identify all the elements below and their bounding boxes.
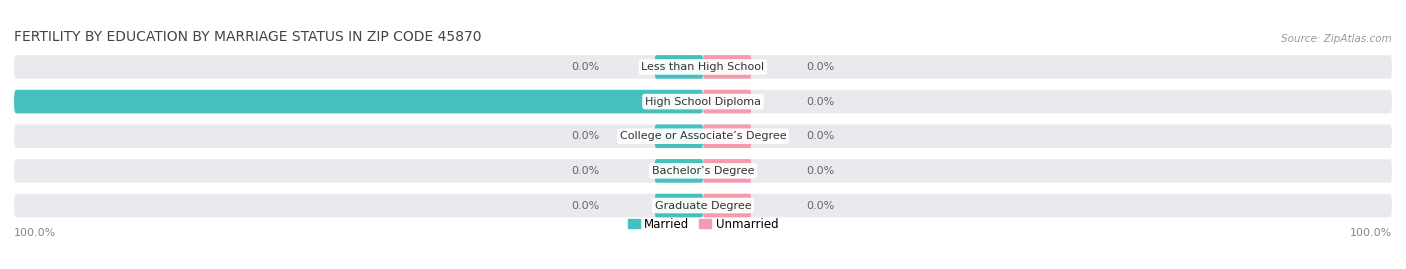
Text: 0.0%: 0.0% xyxy=(571,200,599,211)
Text: 100.0%: 100.0% xyxy=(14,228,56,238)
FancyBboxPatch shape xyxy=(14,194,1392,217)
FancyBboxPatch shape xyxy=(14,159,1392,183)
FancyBboxPatch shape xyxy=(703,90,751,113)
FancyBboxPatch shape xyxy=(703,55,751,79)
Text: 0.0%: 0.0% xyxy=(807,131,835,141)
FancyBboxPatch shape xyxy=(14,90,703,113)
FancyBboxPatch shape xyxy=(655,159,703,183)
Text: High School Diploma: High School Diploma xyxy=(645,97,761,107)
FancyBboxPatch shape xyxy=(14,125,1392,148)
FancyBboxPatch shape xyxy=(655,194,703,217)
FancyBboxPatch shape xyxy=(655,125,703,148)
Text: Source: ZipAtlas.com: Source: ZipAtlas.com xyxy=(1281,34,1392,44)
Text: 100.0%: 100.0% xyxy=(1350,228,1392,238)
Text: 0.0%: 0.0% xyxy=(571,166,599,176)
FancyBboxPatch shape xyxy=(703,194,751,217)
Text: Less than High School: Less than High School xyxy=(641,62,765,72)
Text: 0.0%: 0.0% xyxy=(571,131,599,141)
FancyBboxPatch shape xyxy=(703,159,751,183)
Text: FERTILITY BY EDUCATION BY MARRIAGE STATUS IN ZIP CODE 45870: FERTILITY BY EDUCATION BY MARRIAGE STATU… xyxy=(14,30,482,44)
Text: 0.0%: 0.0% xyxy=(807,166,835,176)
Text: 0.0%: 0.0% xyxy=(571,62,599,72)
Legend: Married, Unmarried: Married, Unmarried xyxy=(628,218,778,231)
FancyBboxPatch shape xyxy=(14,90,1392,113)
Text: 0.0%: 0.0% xyxy=(807,97,835,107)
Text: Graduate Degree: Graduate Degree xyxy=(655,200,751,211)
Text: Bachelor’s Degree: Bachelor’s Degree xyxy=(652,166,754,176)
FancyBboxPatch shape xyxy=(703,125,751,148)
Text: College or Associate’s Degree: College or Associate’s Degree xyxy=(620,131,786,141)
Text: 0.0%: 0.0% xyxy=(807,62,835,72)
FancyBboxPatch shape xyxy=(655,55,703,79)
Text: 0.0%: 0.0% xyxy=(807,200,835,211)
FancyBboxPatch shape xyxy=(14,55,1392,79)
